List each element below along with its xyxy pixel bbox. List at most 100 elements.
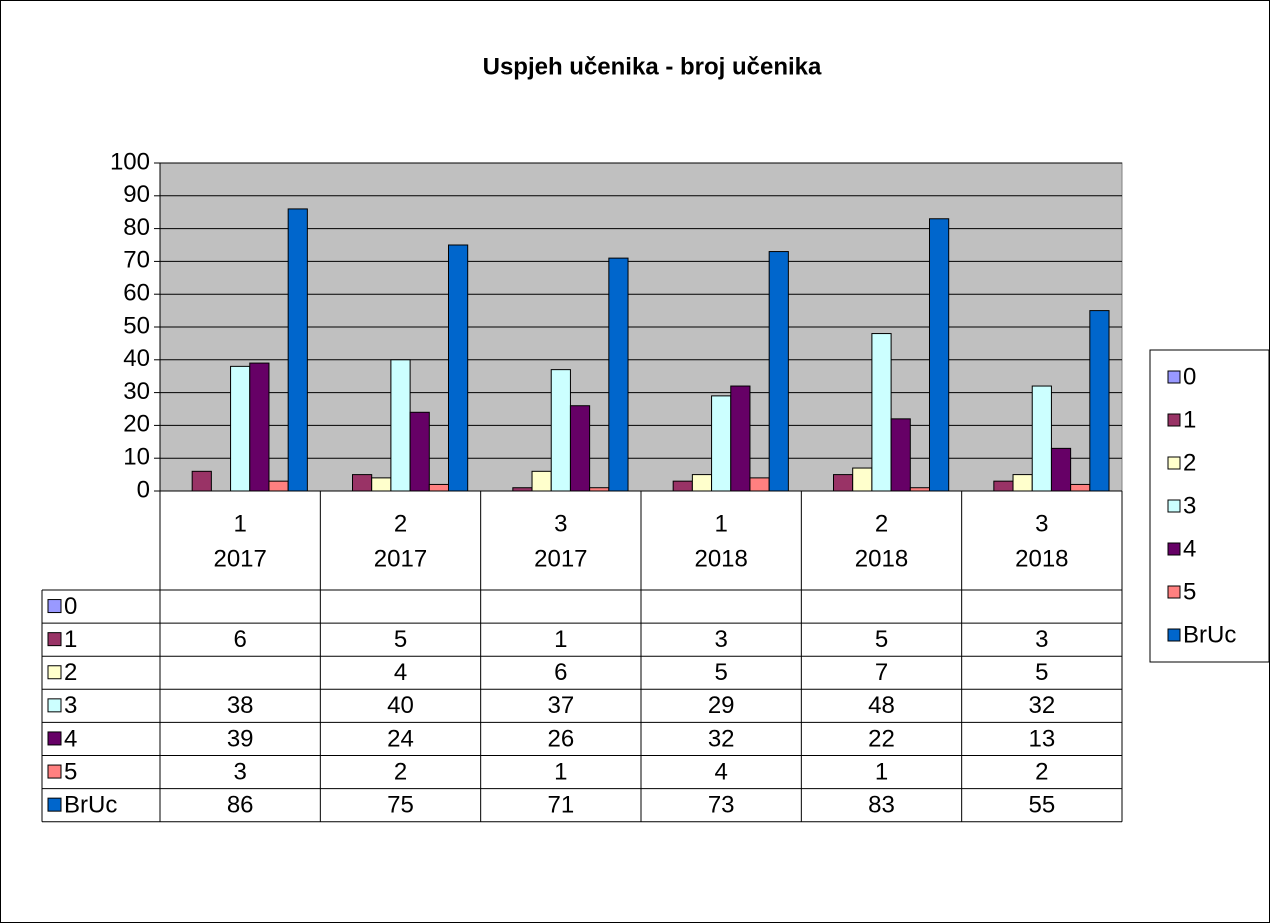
table-value: 5 xyxy=(1035,659,1048,686)
table-value: 4 xyxy=(394,659,407,686)
bar xyxy=(730,385,751,492)
legend-key xyxy=(1167,413,1181,427)
bar xyxy=(993,480,1014,492)
legend-label: 2 xyxy=(1183,449,1196,476)
legend-label: 5 xyxy=(1183,578,1196,605)
legend-key xyxy=(1167,370,1181,384)
y-tick-label: 70 xyxy=(123,247,150,274)
table-value: 32 xyxy=(1028,692,1055,719)
table-value: 55 xyxy=(1028,791,1055,818)
bar xyxy=(390,359,411,492)
table-value: 7 xyxy=(875,659,888,686)
table-value: 37 xyxy=(547,692,574,719)
table-row-label: 2 xyxy=(64,659,77,686)
bar xyxy=(1012,474,1033,492)
table-value: 83 xyxy=(868,791,895,818)
table-row-label: 1 xyxy=(64,626,77,653)
table-value: 5 xyxy=(394,626,407,653)
table-value: 26 xyxy=(547,725,574,752)
table-value: 13 xyxy=(1028,725,1055,752)
table-value: 32 xyxy=(708,725,735,752)
bar xyxy=(352,474,373,492)
bar xyxy=(768,251,789,492)
bar xyxy=(890,418,911,492)
table-value: 3 xyxy=(233,758,246,785)
table-legend-key xyxy=(47,599,62,614)
legend-key xyxy=(1167,628,1181,642)
table-value: 71 xyxy=(547,791,574,818)
bar xyxy=(1089,310,1110,492)
bar xyxy=(871,333,892,492)
y-tick-label: 80 xyxy=(123,214,150,241)
bar xyxy=(230,365,251,492)
table-value: 2 xyxy=(1035,758,1048,785)
y-tick-label: 0 xyxy=(137,476,150,503)
table-value: 75 xyxy=(387,791,414,818)
table-legend-key xyxy=(47,797,62,812)
bar xyxy=(531,470,552,492)
table-value: 1 xyxy=(875,758,888,785)
table-legend-key xyxy=(47,764,62,779)
table-value: 86 xyxy=(227,791,254,818)
bar xyxy=(672,480,693,492)
table-value: 1 xyxy=(554,758,567,785)
table-value: 24 xyxy=(387,725,414,752)
bar xyxy=(711,395,732,492)
table-value: 40 xyxy=(387,692,414,719)
bar xyxy=(550,369,571,492)
table-value: 5 xyxy=(875,626,888,653)
x-tick-label: 2017 xyxy=(213,545,266,572)
bar xyxy=(1050,447,1072,492)
table-row-label: 3 xyxy=(64,692,77,719)
x-tick-label: 2017 xyxy=(534,545,587,572)
bar xyxy=(909,487,930,492)
legend-label: 0 xyxy=(1183,363,1196,390)
x-tick-label: 2018 xyxy=(694,545,747,572)
bar xyxy=(929,218,950,492)
x-tick-label: 1 xyxy=(714,510,727,537)
table-value: 3 xyxy=(1035,626,1048,653)
y-tick-label: 100 xyxy=(110,148,150,175)
legend-key xyxy=(1167,499,1181,513)
bar xyxy=(589,487,610,492)
table-value: 38 xyxy=(227,692,254,719)
bar xyxy=(249,362,270,492)
bar xyxy=(1070,483,1091,492)
legend-label: 1 xyxy=(1183,406,1196,433)
bar xyxy=(287,208,308,492)
table-row-label: BrUc xyxy=(64,791,117,818)
table-value: 2 xyxy=(394,758,407,785)
table-value: 29 xyxy=(708,692,735,719)
x-tick-label: 2 xyxy=(394,510,407,537)
y-tick-label: 30 xyxy=(123,378,150,405)
bar xyxy=(268,480,289,492)
chart-title: Uspjeh učenika - broj učenika xyxy=(483,53,822,80)
table-legend-key xyxy=(47,698,62,713)
bar xyxy=(833,474,854,492)
y-tick-label: 50 xyxy=(123,312,150,339)
x-tick-label: 1 xyxy=(233,510,246,537)
table-value: 3 xyxy=(714,626,727,653)
legend-key xyxy=(1167,585,1181,599)
bar xyxy=(691,474,713,492)
legend-label: BrUc xyxy=(1183,621,1236,648)
x-tick-label: 3 xyxy=(554,510,567,537)
table-value: 73 xyxy=(708,791,735,818)
table-legend-key xyxy=(47,632,62,647)
y-tick-label: 40 xyxy=(123,345,150,372)
legend-key xyxy=(1167,542,1181,556)
legend-label: 3 xyxy=(1183,492,1196,519)
bar xyxy=(608,257,629,492)
bar xyxy=(1031,385,1052,492)
bar xyxy=(409,411,430,492)
table-value: 6 xyxy=(233,626,246,653)
table-value: 1 xyxy=(554,626,567,653)
table-value: 39 xyxy=(227,725,254,752)
table-value: 6 xyxy=(554,659,567,686)
x-tick-label: 2017 xyxy=(374,545,427,572)
bar xyxy=(428,483,449,492)
x-tick-label: 2018 xyxy=(855,545,908,572)
legend-label: 4 xyxy=(1183,535,1196,562)
x-tick-label: 3 xyxy=(1035,510,1048,537)
